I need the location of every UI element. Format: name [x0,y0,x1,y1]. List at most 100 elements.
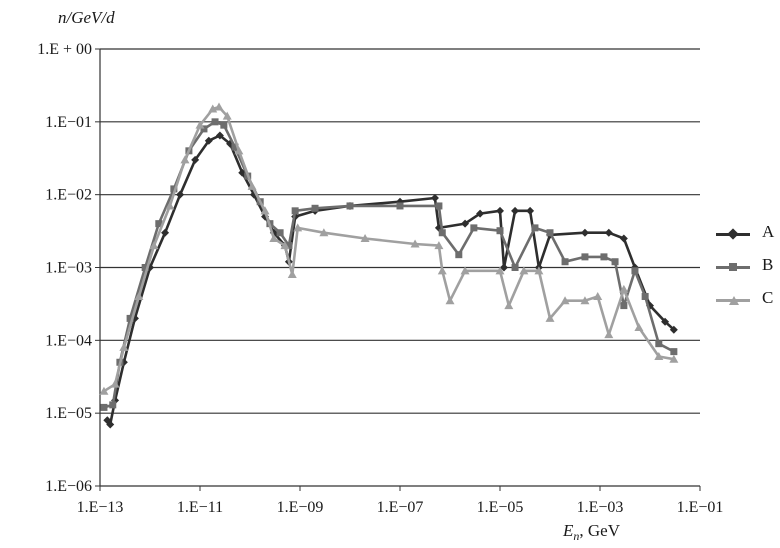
legend: A B C [712,222,774,321]
point-b-4 [141,264,149,271]
point-b-28 [546,229,554,237]
point-b-36 [655,340,663,348]
point-c-1 [110,379,120,388]
y-tick-label-6: 1.E−06 [45,478,92,495]
point-b-23 [455,251,463,259]
point-c-9 [214,102,224,111]
point-b-25 [496,227,504,235]
point-a-7 [176,190,185,199]
series-lines [99,102,679,429]
series-line-c [103,105,675,393]
legend-marker-b [729,263,737,271]
point-b-19 [346,202,354,210]
point-c-11 [234,146,244,155]
point-c-19 [360,234,370,243]
point-b-8 [200,125,208,133]
y-tick-label-1: 1.E−01 [45,114,92,131]
point-b-24 [470,224,478,232]
point-c-16 [287,270,297,279]
point-b-9 [211,118,219,126]
x-tick-label-3: 1.E−07 [377,499,424,516]
x-axis-label-tail: , GeV [579,521,620,540]
legend-label-c: C [762,288,774,307]
point-b-16 [285,242,293,250]
x-tick-label-6: 1.E−01 [677,499,724,516]
y-tick-label-4: 1.E−04 [45,332,92,349]
point-c-10 [222,111,232,120]
y-axis-label: n/GeV/d [58,8,115,27]
point-c-36 [654,351,664,360]
point-c-31 [580,296,590,305]
point-a-9 [204,136,213,145]
legend-marker-a [727,228,739,240]
point-b-5 [155,220,163,228]
point-a-1 [106,420,115,429]
y-tick-label-2: 1.E−02 [45,187,92,204]
point-c-34 [619,284,629,293]
point-b-17 [291,207,299,215]
point-a-25 [476,209,485,218]
point-a-26 [496,206,504,215]
point-c-37 [669,354,679,363]
point-c-6 [180,155,190,164]
point-c-26 [504,301,514,310]
point-b-21 [435,202,443,210]
point-a-38 [669,325,678,334]
point-a-24 [461,219,470,228]
x-tick-label-5: 1.E−03 [577,499,624,516]
point-c-17 [293,223,303,232]
y-tick-label-3: 1.E−03 [45,260,92,277]
point-c-22 [437,266,447,275]
y-tick-label-5: 1.E−05 [45,405,92,422]
point-a-27 [499,263,508,272]
point-a-34 [619,234,628,243]
point-c-14 [269,234,279,243]
point-b-11 [231,143,239,151]
x-tick-label-0: 1.E−13 [77,499,124,516]
point-a-8 [191,155,200,164]
point-c-20 [410,239,420,248]
point-b-3 [126,314,134,322]
point-a-10 [215,131,224,140]
x-axis-label-sub: n [573,529,580,543]
point-a-37 [661,317,670,326]
legend-marker-c [729,296,739,305]
axes [95,48,701,491]
point-a-28 [511,206,520,215]
point-b-15 [276,229,284,237]
point-c-7 [195,120,205,129]
series-line-a [106,134,675,426]
point-c-8 [208,104,218,113]
y-tick-label-0: 1.E + 00 [37,41,92,58]
point-c-25 [495,266,505,275]
point-b-30 [581,253,589,261]
point-c-18 [319,228,329,237]
point-c-30 [560,296,570,305]
x-axis-label-main: E [563,521,574,540]
point-c-23 [445,296,455,305]
point-b-22 [438,229,446,237]
point-b-0 [100,403,108,411]
point-c-28 [534,266,544,275]
point-c-12 [247,181,257,190]
x-axis-label: En, GeV [563,521,620,544]
point-c-13 [260,206,270,215]
legend-label-b: B [762,255,774,274]
point-c-15 [280,241,290,250]
point-b-33 [620,302,628,310]
x-tick-label-2: 1.E−09 [277,499,324,516]
point-a-13 [249,190,258,199]
legend-item-c: C [712,288,774,321]
point-c-29 [545,313,555,322]
point-a-33 [604,228,613,237]
point-c-5 [165,201,175,210]
point-c-4 [149,241,159,250]
point-c-2 [119,342,129,351]
point-a-29 [526,206,535,215]
point-b-1 [109,401,117,409]
tick-labels: 1.E + 00 1.E−01 1.E−02 1.E−03 1.E−04 1.E−05 1.… [37,41,723,516]
point-b-10 [220,121,228,129]
point-b-34 [631,267,639,275]
point-b-20 [396,202,404,210]
